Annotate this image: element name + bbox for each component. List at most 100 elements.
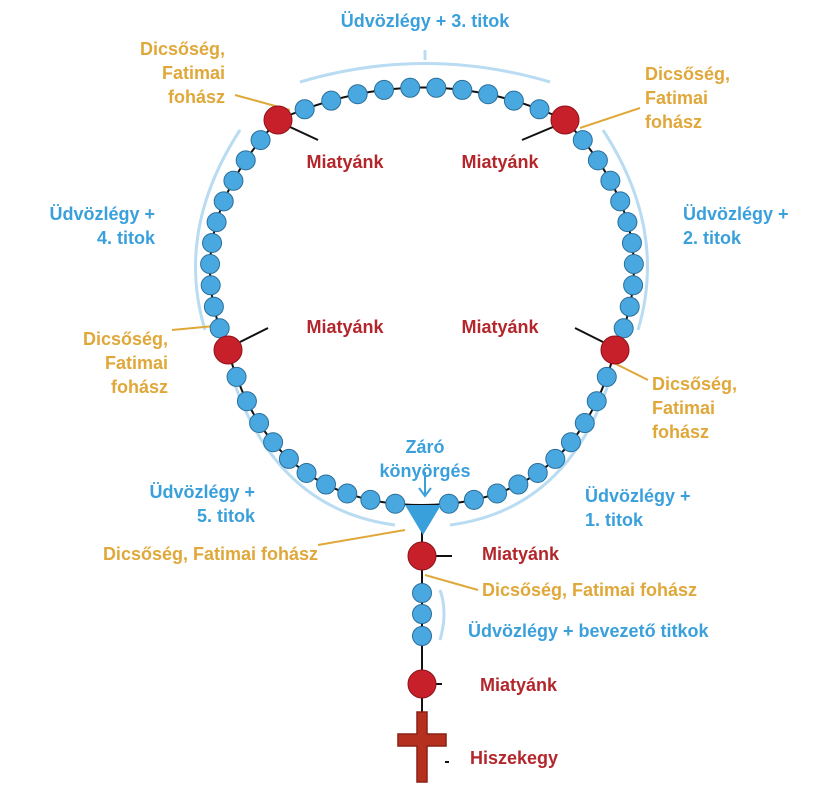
bead [546, 449, 565, 468]
bead [620, 297, 639, 316]
bead [401, 78, 420, 97]
label: Fatimai [645, 88, 708, 108]
label: 4. titok [97, 228, 156, 248]
bracket [440, 590, 444, 640]
bead [618, 213, 637, 232]
bead [297, 463, 316, 482]
label: Záró [405, 437, 444, 457]
bead [611, 192, 630, 211]
bead [624, 276, 643, 295]
beads [201, 78, 644, 698]
large-bead [264, 106, 292, 134]
label: fohász [652, 422, 709, 442]
large-bead [408, 542, 436, 570]
large-bead [214, 336, 242, 364]
labels: Üdvözlégy + 3. titok Dicsőség, Fatimai fohá… [49, 11, 788, 768]
bead [214, 192, 233, 211]
bead [587, 392, 606, 411]
label: Fatimai [162, 63, 225, 83]
label: Dicsőség, [140, 39, 225, 59]
bead [374, 80, 393, 99]
bead [614, 319, 633, 338]
label: 5. titok [197, 506, 256, 526]
bead [338, 484, 357, 503]
bracket [300, 64, 550, 83]
bead [597, 367, 616, 386]
centerpiece [405, 505, 441, 535]
bead [439, 494, 458, 513]
bead [504, 91, 523, 110]
label: fohász [111, 377, 168, 397]
large-bead [551, 106, 579, 134]
bead [413, 584, 432, 603]
leader [580, 108, 640, 128]
label: Fatimai [652, 398, 715, 418]
bead [237, 392, 256, 411]
label: 2. titok [683, 228, 742, 248]
label: Dicsőség, Fatimai fohász [103, 544, 318, 564]
leader [612, 362, 648, 380]
label: Dicsőség, Fatimai fohász [482, 580, 697, 600]
leader [290, 127, 318, 140]
label: Dicsőség, [645, 64, 730, 84]
bead [264, 433, 283, 452]
bead [622, 233, 641, 252]
large-bead [408, 670, 436, 698]
label: Üdvözlégy + bevezető titkok [468, 621, 710, 641]
bead [227, 367, 246, 386]
bead [348, 85, 367, 104]
leader [425, 575, 478, 590]
bead [207, 213, 226, 232]
label: Miatyánk [306, 152, 384, 172]
bead [413, 605, 432, 624]
bead [322, 91, 341, 110]
label: Dicsőség, [652, 374, 737, 394]
bead [279, 449, 298, 468]
label: Miatyánk [461, 317, 539, 337]
bead [453, 80, 472, 99]
bead [201, 255, 220, 274]
label: Hiszekegy [470, 748, 558, 768]
bead [204, 297, 223, 316]
bead [509, 475, 528, 494]
cross [398, 712, 446, 782]
rosary-diagram: Üdvözlégy + 3. titok Dicsőség, Fatimai fohá… [0, 0, 833, 785]
label: Miatyánk [482, 544, 560, 564]
label: Üdvözlégy + [683, 204, 789, 224]
bead [386, 494, 405, 513]
bead [251, 131, 270, 150]
bead [488, 484, 507, 503]
bead [317, 475, 336, 494]
bead [201, 276, 220, 295]
bead [530, 100, 549, 119]
label: Üdvözlégy + [149, 482, 255, 502]
label: fohász [645, 112, 702, 132]
label: Fatimai [105, 353, 168, 373]
label: 1. titok [585, 510, 644, 530]
label: Miatyánk [306, 317, 384, 337]
leader [318, 530, 405, 545]
label: könyörgés [379, 461, 470, 481]
bead [464, 490, 483, 509]
bead [573, 131, 592, 150]
label: Üdvözlégy + 3. titok [341, 11, 511, 31]
bead [427, 78, 446, 97]
bead [236, 151, 255, 170]
bead [561, 433, 580, 452]
bead [479, 85, 498, 104]
bead [624, 255, 643, 274]
bead [203, 233, 222, 252]
leader [522, 127, 553, 140]
label: Dicsőség, [83, 329, 168, 349]
bead [224, 171, 243, 190]
large-bead [601, 336, 629, 364]
label: Miatyánk [461, 152, 539, 172]
bead [295, 100, 314, 119]
leader [240, 328, 268, 342]
label: Üdvözlégy + [49, 204, 155, 224]
leader [575, 328, 603, 342]
bead [588, 151, 607, 170]
label: fohász [168, 87, 225, 107]
label: Miatyánk [480, 675, 558, 695]
bead [361, 490, 380, 509]
